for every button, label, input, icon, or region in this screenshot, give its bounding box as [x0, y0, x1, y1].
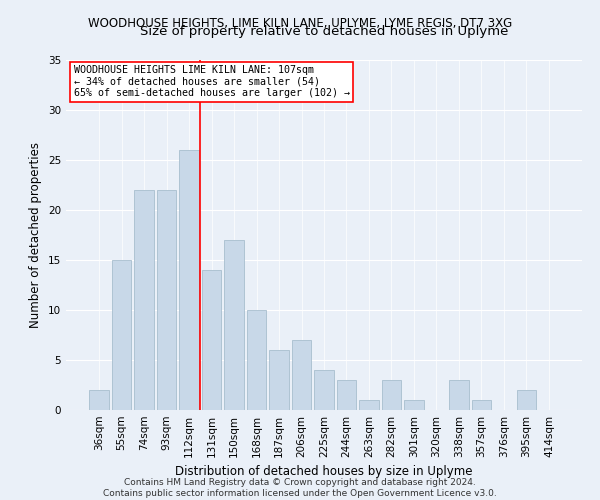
Y-axis label: Number of detached properties: Number of detached properties — [29, 142, 43, 328]
Bar — [314, 370, 334, 410]
Text: Contains HM Land Registry data © Crown copyright and database right 2024.
Contai: Contains HM Land Registry data © Crown c… — [103, 478, 497, 498]
Bar — [269, 350, 289, 410]
Bar — [359, 400, 379, 410]
Bar — [89, 390, 109, 410]
Bar — [134, 190, 154, 410]
Bar — [179, 150, 199, 410]
Title: Size of property relative to detached houses in Uplyme: Size of property relative to detached ho… — [140, 25, 508, 38]
Text: WOODHOUSE HEIGHTS, LIME KILN LANE, UPLYME, LYME REGIS, DT7 3XG: WOODHOUSE HEIGHTS, LIME KILN LANE, UPLYM… — [88, 18, 512, 30]
Bar — [157, 190, 176, 410]
Bar — [337, 380, 356, 410]
Bar — [404, 400, 424, 410]
Bar — [382, 380, 401, 410]
Bar — [517, 390, 536, 410]
Bar — [472, 400, 491, 410]
Bar — [202, 270, 221, 410]
Bar — [449, 380, 469, 410]
X-axis label: Distribution of detached houses by size in Uplyme: Distribution of detached houses by size … — [175, 466, 473, 478]
Bar — [224, 240, 244, 410]
Bar — [112, 260, 131, 410]
Bar — [247, 310, 266, 410]
Bar — [292, 340, 311, 410]
Text: WOODHOUSE HEIGHTS LIME KILN LANE: 107sqm
← 34% of detached houses are smaller (5: WOODHOUSE HEIGHTS LIME KILN LANE: 107sqm… — [74, 65, 350, 98]
